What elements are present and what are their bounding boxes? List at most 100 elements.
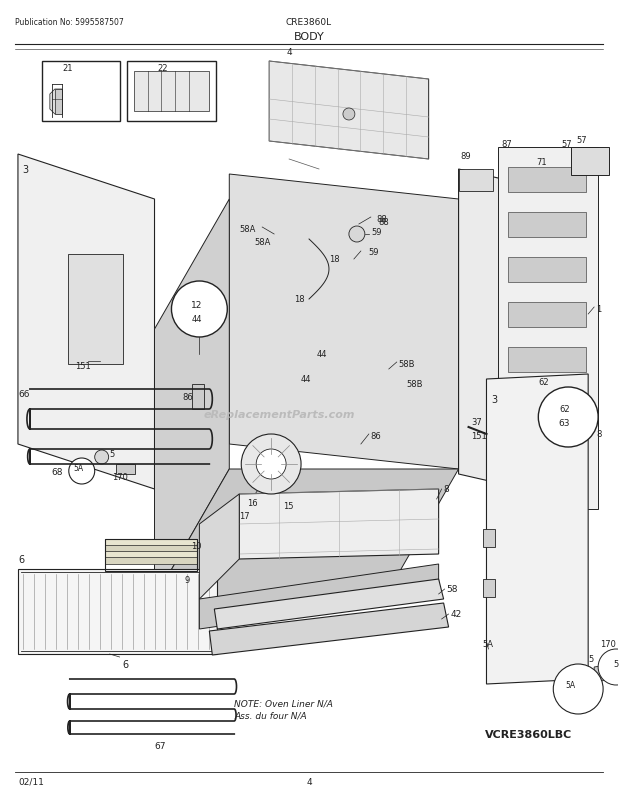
Text: 6: 6 bbox=[123, 659, 129, 669]
Bar bbox=[126, 62, 216, 122]
Polygon shape bbox=[154, 469, 459, 599]
Text: 8: 8 bbox=[596, 429, 601, 439]
Text: eReplacementParts.com: eReplacementParts.com bbox=[203, 410, 355, 419]
Bar bbox=[508, 168, 586, 192]
Text: 57: 57 bbox=[561, 140, 572, 149]
Circle shape bbox=[69, 459, 95, 484]
Text: 58A: 58A bbox=[254, 237, 270, 247]
Text: 9: 9 bbox=[184, 575, 190, 585]
Circle shape bbox=[343, 109, 355, 121]
Polygon shape bbox=[105, 545, 197, 553]
Bar bbox=[508, 257, 586, 282]
Text: 10: 10 bbox=[192, 541, 202, 550]
Text: 3: 3 bbox=[22, 164, 28, 175]
Polygon shape bbox=[269, 62, 428, 160]
Text: 58: 58 bbox=[446, 585, 458, 593]
Text: 170: 170 bbox=[112, 472, 128, 481]
Bar bbox=[18, 569, 218, 654]
Text: 58A: 58A bbox=[239, 225, 255, 233]
Bar bbox=[508, 347, 586, 373]
Text: 5A: 5A bbox=[482, 639, 494, 648]
Text: 71: 71 bbox=[536, 158, 547, 167]
Text: BODY: BODY bbox=[294, 32, 324, 42]
Text: 5A: 5A bbox=[565, 681, 575, 690]
Bar bbox=[133, 72, 210, 111]
Text: 58B: 58B bbox=[407, 379, 423, 388]
Text: 8: 8 bbox=[444, 484, 449, 493]
Bar bbox=[484, 579, 495, 597]
Circle shape bbox=[172, 282, 228, 338]
Polygon shape bbox=[105, 557, 197, 565]
Bar bbox=[105, 539, 197, 571]
Text: 44: 44 bbox=[301, 375, 312, 383]
Text: 12: 12 bbox=[191, 301, 202, 310]
Text: 58B: 58B bbox=[399, 359, 415, 369]
Polygon shape bbox=[200, 565, 438, 630]
Text: 5: 5 bbox=[588, 654, 593, 663]
Text: 59: 59 bbox=[372, 228, 383, 237]
Text: 1: 1 bbox=[596, 305, 601, 314]
Bar bbox=[484, 529, 495, 547]
Bar bbox=[571, 148, 609, 176]
Text: 62: 62 bbox=[559, 405, 570, 414]
Text: 3: 3 bbox=[492, 395, 498, 404]
Circle shape bbox=[349, 227, 365, 243]
Bar bbox=[459, 170, 494, 192]
Polygon shape bbox=[229, 175, 459, 469]
Polygon shape bbox=[594, 664, 614, 683]
Text: 151: 151 bbox=[472, 431, 487, 440]
Polygon shape bbox=[154, 200, 229, 599]
Bar bbox=[508, 392, 586, 418]
Text: 02/11: 02/11 bbox=[18, 777, 44, 786]
Text: 68: 68 bbox=[52, 468, 63, 476]
Text: 57: 57 bbox=[576, 136, 587, 145]
Text: 37: 37 bbox=[472, 418, 482, 427]
Bar bbox=[68, 255, 123, 365]
Polygon shape bbox=[116, 464, 135, 475]
Bar bbox=[508, 302, 586, 327]
Text: VCRE3860LBC: VCRE3860LBC bbox=[485, 729, 572, 739]
Text: CRE3860L: CRE3860L bbox=[286, 18, 332, 27]
Polygon shape bbox=[18, 155, 154, 489]
Text: 63: 63 bbox=[559, 419, 570, 428]
Polygon shape bbox=[239, 489, 438, 559]
Polygon shape bbox=[210, 603, 449, 655]
Text: 44: 44 bbox=[191, 315, 202, 324]
Text: 67: 67 bbox=[154, 741, 166, 750]
Text: 16: 16 bbox=[247, 498, 258, 508]
Text: 66: 66 bbox=[18, 390, 29, 399]
Text: 44: 44 bbox=[317, 350, 327, 358]
Circle shape bbox=[538, 387, 598, 448]
Polygon shape bbox=[498, 148, 598, 509]
Circle shape bbox=[241, 435, 301, 494]
Circle shape bbox=[256, 449, 286, 480]
Text: 88: 88 bbox=[377, 215, 388, 224]
Text: 86: 86 bbox=[182, 392, 193, 402]
Text: 59: 59 bbox=[369, 248, 379, 257]
Polygon shape bbox=[200, 494, 239, 599]
Bar bbox=[192, 384, 205, 410]
Text: 4: 4 bbox=[286, 48, 292, 57]
Text: 151: 151 bbox=[75, 362, 91, 371]
Text: 18: 18 bbox=[294, 294, 304, 304]
Text: 21: 21 bbox=[63, 64, 73, 73]
Text: 89: 89 bbox=[461, 152, 471, 160]
Bar bbox=[42, 62, 120, 122]
Text: 18: 18 bbox=[329, 255, 340, 264]
Text: 86: 86 bbox=[371, 431, 381, 440]
Polygon shape bbox=[487, 375, 588, 684]
Text: 62: 62 bbox=[538, 378, 549, 387]
Text: 5: 5 bbox=[613, 660, 619, 669]
Polygon shape bbox=[55, 90, 62, 115]
Text: NOTE: Oven Liner N/A: NOTE: Oven Liner N/A bbox=[234, 699, 333, 708]
Text: 87: 87 bbox=[502, 140, 512, 149]
Text: 15: 15 bbox=[283, 501, 294, 510]
Circle shape bbox=[95, 451, 108, 464]
Text: 42: 42 bbox=[451, 610, 462, 618]
Polygon shape bbox=[50, 90, 62, 115]
Text: 5A: 5A bbox=[74, 464, 84, 473]
Text: 22: 22 bbox=[157, 64, 168, 73]
Circle shape bbox=[598, 649, 620, 685]
Polygon shape bbox=[459, 170, 569, 500]
Polygon shape bbox=[105, 551, 197, 558]
